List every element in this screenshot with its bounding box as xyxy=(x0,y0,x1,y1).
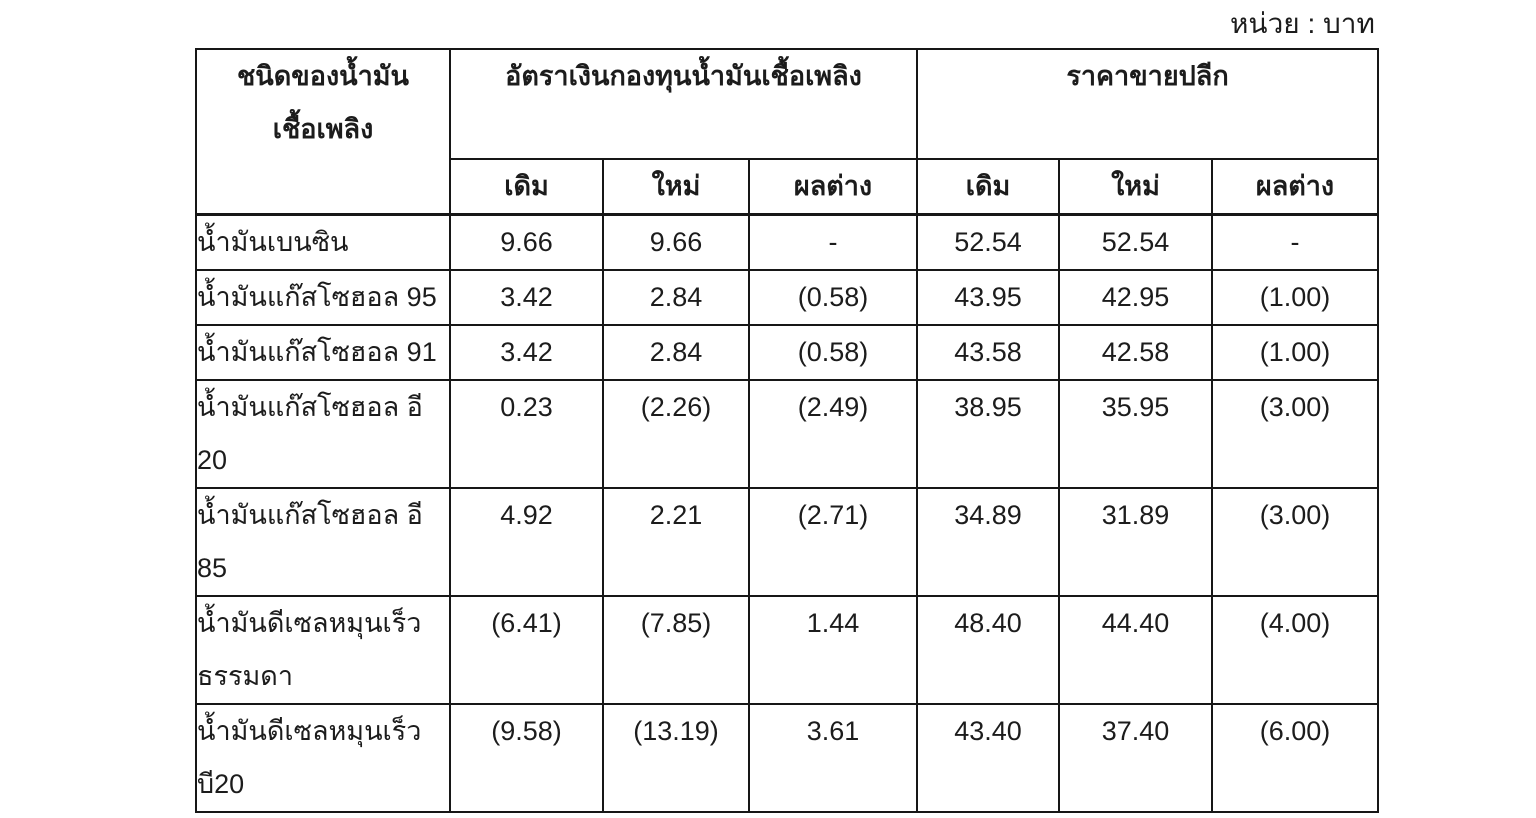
header-fuel-type: ชนิดของน้ำมัน เชื้อเพลิง xyxy=(195,48,451,216)
header-retail-price: ราคาขายปลีก xyxy=(915,48,1380,160)
cell-fund-diff: 3.61 xyxy=(748,703,918,813)
cell-fund-new: 2.21 xyxy=(602,487,750,597)
subheader-retail-new: ใหม่ xyxy=(1058,158,1213,216)
subheader-fund-diff: ผลต่าง xyxy=(748,158,918,216)
header-fund-rate: อัตราเงินกองทุนน้ำมันเชื้อเพลิง xyxy=(449,48,918,160)
header-sub-row: เดิม ใหม่ ผลต่าง เดิม ใหม่ ผลต่าง xyxy=(196,158,1380,216)
header-group-row: ชนิดของน้ำมัน เชื้อเพลิง อัตราเงินกองทุน… xyxy=(195,48,1380,216)
cell-fund-old: 0.23 xyxy=(449,379,604,489)
cell-retail-new: 52.54 xyxy=(1058,213,1213,271)
subheader-fund-new: ใหม่ xyxy=(602,158,750,216)
cell-fund-new: (13.19) xyxy=(602,703,750,813)
cell-fund-diff: 1.44 xyxy=(748,595,918,705)
table-row: น้ำมันดีเซลหมุนเร็ว บี20 (9.58) (13.19) … xyxy=(195,703,1380,813)
cell-retail-diff: (3.00) xyxy=(1210,487,1380,597)
cell-retail-old: 34.89 xyxy=(916,487,1060,597)
cell-fund-old: 9.66 xyxy=(449,213,604,271)
cell-fund-old: 4.92 xyxy=(449,487,604,597)
cell-retail-diff: (3.00) xyxy=(1210,379,1380,489)
cell-retail-diff: (4.00) xyxy=(1210,595,1380,705)
cell-fund-diff: (0.58) xyxy=(748,269,918,326)
cell-retail-diff: (1.00) xyxy=(1210,324,1380,381)
cell-retail-new: 42.95 xyxy=(1058,269,1213,326)
table-row: น้ำมันแก๊สโซฮอล อี 85 4.92 2.21 (2.71) 3… xyxy=(195,487,1380,597)
cell-retail-new: 44.40 xyxy=(1058,595,1213,705)
fuel-name: น้ำมันเบนซิน xyxy=(195,213,451,271)
cell-fund-new: (2.26) xyxy=(602,379,750,489)
table-row: น้ำมันดีเซลหมุนเร็ว ธรรมดา (6.41) (7.85)… xyxy=(195,595,1380,705)
cell-fund-diff: - xyxy=(748,213,918,271)
fuel-name: น้ำมันดีเซลหมุนเร็ว ธรรมดา xyxy=(195,595,451,705)
cell-fund-diff: (2.49) xyxy=(748,379,918,489)
cell-retail-diff: (6.00) xyxy=(1210,703,1380,813)
table-row: น้ำมันแก๊สโซฮอล 91 3.42 2.84 (0.58) 43.5… xyxy=(195,324,1380,381)
cell-fund-new: 2.84 xyxy=(602,269,750,326)
cell-retail-old: 52.54 xyxy=(916,213,1060,271)
cell-fund-diff: (2.71) xyxy=(748,487,918,597)
cell-fund-diff: (0.58) xyxy=(748,324,918,381)
fuel-name: น้ำมันแก๊สโซฮอล 91 xyxy=(195,324,451,381)
fuel-price-table: ชนิดของน้ำมัน เชื้อเพลิง อัตราเงินกองทุน… xyxy=(195,48,1380,813)
cell-retail-old: 43.58 xyxy=(916,324,1060,381)
cell-retail-old: 48.40 xyxy=(916,595,1060,705)
cell-fund-new: 2.84 xyxy=(602,324,750,381)
document-page: หน่วย : บาท ชนิดของน้ำมัน เชื้อเพลิง อัต… xyxy=(195,4,1380,813)
cell-retail-old: 38.95 xyxy=(916,379,1060,489)
cell-fund-old: (6.41) xyxy=(449,595,604,705)
subheader-retail-diff: ผลต่าง xyxy=(1210,158,1380,216)
fuel-name: น้ำมันแก๊สโซฮอล อี 85 xyxy=(195,487,451,597)
cell-fund-new: (7.85) xyxy=(602,595,750,705)
cell-fund-old: 3.42 xyxy=(449,269,604,326)
fuel-name: น้ำมันแก๊สโซฮอล 95 xyxy=(195,269,451,326)
subheader-fund-old: เดิม xyxy=(449,158,604,216)
cell-retail-diff: (1.00) xyxy=(1210,269,1380,326)
fuel-name: น้ำมันแก๊สโซฮอล อี 20 xyxy=(195,379,451,489)
cell-fund-old: (9.58) xyxy=(449,703,604,813)
cell-retail-new: 35.95 xyxy=(1058,379,1213,489)
cell-retail-old: 43.95 xyxy=(916,269,1060,326)
table-row: น้ำมันแก๊สโซฮอล 95 3.42 2.84 (0.58) 43.9… xyxy=(195,269,1380,326)
cell-retail-new: 37.40 xyxy=(1058,703,1213,813)
table-row: น้ำมันแก๊สโซฮอล อี 20 0.23 (2.26) (2.49)… xyxy=(195,379,1380,489)
cell-fund-new: 9.66 xyxy=(602,213,750,271)
fuel-name: น้ำมันดีเซลหมุนเร็ว บี20 xyxy=(195,703,451,813)
cell-fund-old: 3.42 xyxy=(449,324,604,381)
cell-retail-diff: - xyxy=(1210,213,1380,271)
cell-retail-new: 42.58 xyxy=(1058,324,1213,381)
cell-retail-new: 31.89 xyxy=(1058,487,1213,597)
table-row: น้ำมันเบนซิน 9.66 9.66 - 52.54 52.54 - xyxy=(195,213,1380,271)
unit-label: หน่วย : บาท xyxy=(1229,8,1375,39)
subheader-retail-old: เดิม xyxy=(916,158,1060,216)
cell-retail-old: 43.40 xyxy=(916,703,1060,813)
